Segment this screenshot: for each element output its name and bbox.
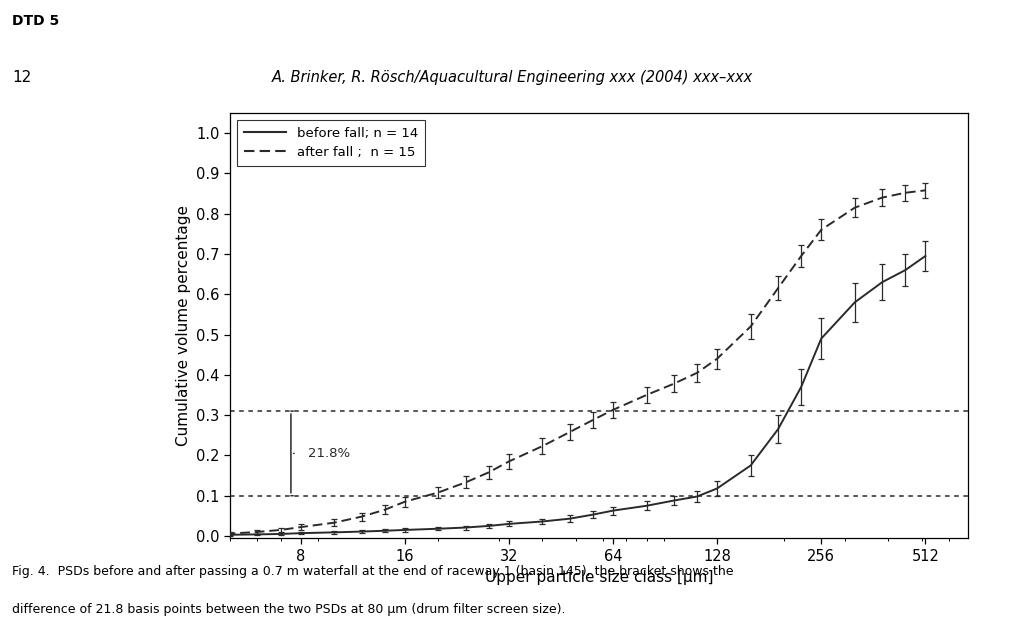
Text: DTD 5: DTD 5: [12, 14, 59, 28]
Text: 21.8%: 21.8%: [308, 447, 350, 460]
Text: A. Brinker, R. Rösch/Aquacultural Engineering xxx (2004) xxx–xxx: A. Brinker, R. Rösch/Aquacultural Engine…: [271, 70, 753, 85]
X-axis label: Upper particle size class [μm]: Upper particle size class [μm]: [484, 570, 714, 584]
Text: ARTICLE IN PRESS: ARTICLE IN PRESS: [373, 7, 651, 35]
Text: difference of 21.8 basis points between the two PSDs at 80 μm (drum filter scree: difference of 21.8 basis points between …: [12, 603, 566, 616]
Y-axis label: Cumulative volume percentage: Cumulative volume percentage: [175, 205, 190, 446]
Legend: before fall; n = 14, after fall ;  n = 15: before fall; n = 14, after fall ; n = 15: [237, 120, 425, 166]
Text: Fig. 4.  PSDs before and after passing a 0.7 m waterfall at the end of raceway 1: Fig. 4. PSDs before and after passing a …: [12, 565, 734, 578]
Text: 12: 12: [12, 70, 32, 85]
